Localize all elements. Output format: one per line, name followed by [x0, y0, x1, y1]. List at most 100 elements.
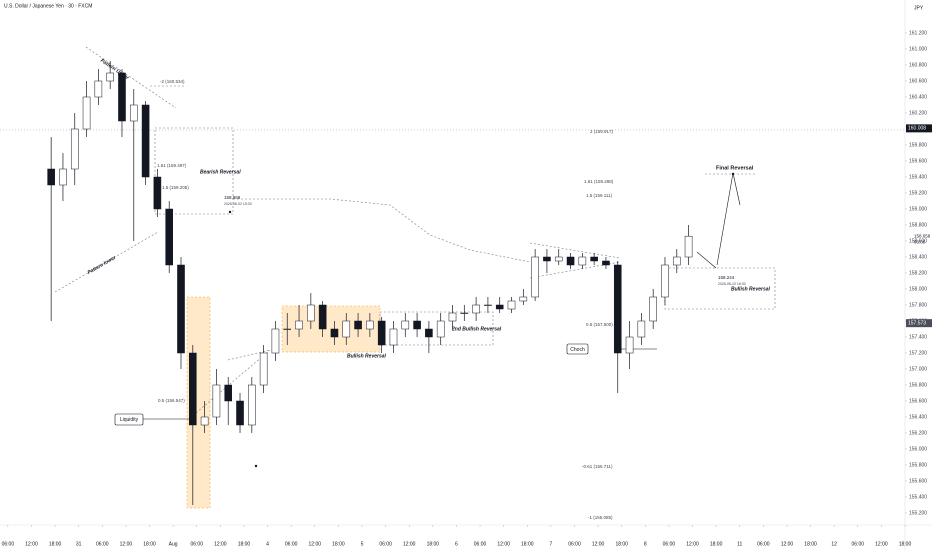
x-tick-label: 18:00 — [143, 541, 156, 547]
candle-body — [283, 328, 292, 330]
y-tick-label: 157.800 — [909, 302, 927, 308]
y-tick-label: 160.200 — [909, 110, 927, 116]
x-tick-label: 12:00 — [214, 541, 227, 547]
x-tick-label: 5 — [361, 541, 364, 547]
annotation: Bullish Reversal — [347, 353, 387, 359]
candle-body — [47, 168, 55, 186]
y-tick-label: 155.400 — [909, 494, 927, 500]
candle-body — [637, 320, 646, 338]
annotation: 2026-06-10 16:30 — [718, 282, 746, 286]
high-marker-time: 03:00 — [914, 240, 926, 245]
point — [254, 464, 258, 468]
x-tick-label: 31 — [76, 541, 82, 547]
arrow — [696, 251, 717, 269]
y-tick-label: 159.800 — [909, 142, 927, 148]
candle-body — [377, 320, 386, 346]
y-tick-label: 159.600 — [909, 158, 927, 164]
y-tick-label: 160.800 — [909, 62, 927, 68]
x-tick-label: 06:00 — [474, 541, 487, 547]
y-tick-label: 155.600 — [909, 478, 927, 484]
y-tick-label: 159.400 — [909, 174, 927, 180]
y-tick-label: 156.000 — [909, 446, 927, 452]
x-tick-label: 12:00 — [497, 541, 510, 547]
x-tick-label: 18:00 — [521, 541, 534, 547]
x-tick-label: 18:00 — [804, 541, 817, 547]
x-tick-label: 12:00 — [686, 541, 699, 547]
x-tick-label: 8 — [644, 541, 647, 547]
wedge-line — [227, 349, 271, 361]
reversal-box — [379, 311, 494, 346]
x-tick-label: 18:00 — [332, 541, 345, 547]
candle-body — [507, 300, 516, 310]
candle-body — [224, 384, 233, 402]
annotation: Bullish Reversal — [731, 286, 771, 292]
projection-line — [233, 198, 531, 263]
x-tick-label: 12:00 — [25, 541, 38, 547]
candle-body — [389, 328, 398, 346]
annotation: Choch — [570, 347, 585, 353]
x-tick-label: 06:00 — [663, 541, 676, 547]
annotation: 2nd Bullish Reversal — [451, 326, 502, 332]
y-tick-label: 156.600 — [909, 398, 927, 404]
candle-body — [106, 72, 114, 82]
candle-body — [672, 256, 681, 266]
x-tick-label: 06:00 — [852, 541, 865, 547]
choch-box — [566, 343, 589, 355]
x-tick-label: 18:00 — [899, 541, 912, 547]
candle-body — [189, 352, 197, 426]
candle-body — [70, 128, 79, 170]
candle-body — [271, 328, 280, 354]
fib-label: 1.61 (159.497) — [157, 163, 187, 168]
y-tick-label: 158.200 — [909, 270, 927, 276]
x-tick-label: 06:00 — [285, 541, 298, 547]
point — [228, 210, 232, 214]
x-tick-label: 18:00 — [238, 541, 251, 547]
x-tick-label: 4 — [266, 541, 269, 547]
fib-label: -2 (160.534) — [160, 79, 185, 84]
x-tick-label: 11 — [737, 541, 742, 547]
candle-body — [342, 320, 351, 338]
candle-body — [318, 304, 327, 330]
fib-label: 1.5 (159.111) — [586, 193, 613, 198]
candle-body — [566, 256, 575, 266]
candle-body — [543, 256, 551, 262]
candle-body — [425, 328, 433, 338]
x-tick-label: 12:00 — [120, 541, 133, 547]
x-tick-label: 12:00 — [403, 541, 416, 547]
x-tick-label: 06:00 — [190, 541, 203, 547]
candle-body — [460, 312, 469, 314]
x-tick-label: 18:00 — [49, 541, 62, 547]
candle-body — [472, 304, 480, 314]
y-tick-label: 155.800 — [909, 462, 927, 468]
candle-body — [684, 235, 693, 258]
y-tick-label: 159.000 — [909, 206, 927, 212]
x-tick-label: 12:00 — [875, 541, 888, 547]
price-tag-label: 160.008 — [908, 126, 926, 132]
annotation: 158.244 — [718, 275, 735, 280]
candle-body — [661, 264, 669, 298]
candle-body — [578, 256, 587, 266]
x-tick-label: 12:00 — [592, 541, 605, 547]
y-tick-label: 161.200 — [909, 30, 927, 36]
x-tick-label: Aug — [169, 541, 178, 547]
candle-body — [307, 304, 315, 322]
candle-body — [129, 104, 138, 122]
x-tick-label: 06:00 — [757, 541, 770, 547]
candle-body — [436, 320, 445, 338]
fib-label: 2 (159.917) — [590, 129, 614, 134]
fib-label: 1.61 (159.288) — [584, 179, 614, 184]
annotation: Liquidity — [120, 417, 139, 423]
price-tag-label: 157.573 — [908, 320, 926, 326]
candle-body — [602, 260, 610, 266]
candle-body — [153, 176, 162, 210]
fib-label: 0.5 (157.500) — [586, 322, 613, 327]
candle-body — [165, 208, 173, 266]
candle-body — [177, 264, 185, 354]
x-tick-label: 06:00 — [379, 541, 392, 547]
candle-body — [200, 416, 209, 426]
fib-label: 0.5 (156.547) — [158, 398, 185, 403]
candle-body — [118, 72, 126, 122]
y-tick-label: 155.200 — [909, 510, 927, 516]
x-tick-label: 18:00 — [427, 541, 440, 547]
